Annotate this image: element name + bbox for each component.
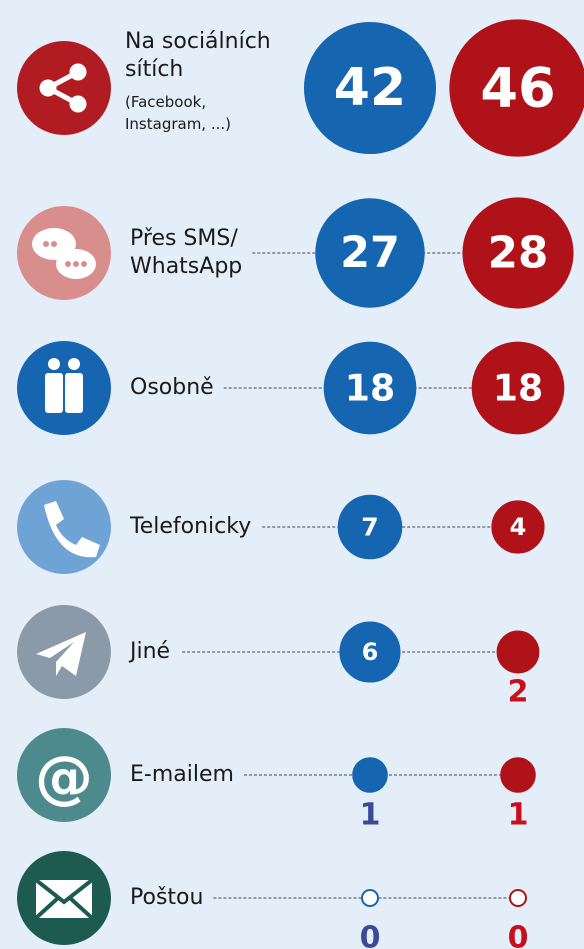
envelope-glyph [34, 878, 94, 920]
bubble [352, 757, 388, 793]
category-label: Telefonicky [129, 514, 251, 539]
bubble [462, 197, 574, 309]
bubble [496, 630, 540, 674]
chat-glyph [32, 228, 96, 279]
bubble [361, 889, 379, 907]
bubble [315, 198, 425, 308]
value-label: 7 [361, 513, 378, 542]
value-label: 0 [508, 921, 529, 949]
bubble [337, 494, 403, 560]
category-label: Osobně [130, 375, 214, 400]
value-label: 27 [340, 228, 400, 278]
value-label: 0 [360, 921, 381, 949]
share-icon [17, 41, 111, 135]
send-glyph [36, 632, 86, 676]
category-label: Poštou [130, 885, 203, 910]
bubble [500, 757, 536, 793]
people-icon [17, 341, 111, 435]
category-label: Na sociálních sítích [125, 29, 271, 82]
value-label: 28 [488, 228, 549, 279]
value-label: 6 [362, 638, 379, 666]
bubble [509, 889, 527, 907]
send-icon [17, 605, 111, 699]
category-label: Přes SMS/WhatsApp [130, 226, 242, 279]
phone-glyph [44, 501, 100, 558]
bubble [471, 341, 565, 435]
category-label: Jiné [128, 639, 170, 664]
value-label: 18 [493, 367, 543, 410]
email-icon [17, 728, 111, 822]
value-label: 1 [508, 798, 529, 833]
value-label: 1 [360, 798, 381, 833]
at-glyph: @ [35, 743, 93, 811]
bubble [303, 21, 437, 155]
value-label: 46 [480, 57, 555, 120]
icons: @ [17, 41, 111, 945]
bubble [449, 19, 584, 157]
value-label: 18 [345, 367, 395, 410]
phone-icon [17, 480, 111, 574]
bubble [323, 341, 417, 435]
value-label: 42 [334, 58, 406, 118]
bubble [339, 621, 401, 683]
category-note: (Facebook, Instagram, ...) [125, 93, 231, 133]
people-glyph [45, 358, 83, 413]
category-label: E-mailem [130, 762, 234, 787]
value-label: 2 [508, 675, 529, 710]
value-label: 4 [510, 513, 527, 541]
bubble [491, 500, 545, 554]
share-glyph [39, 63, 87, 113]
